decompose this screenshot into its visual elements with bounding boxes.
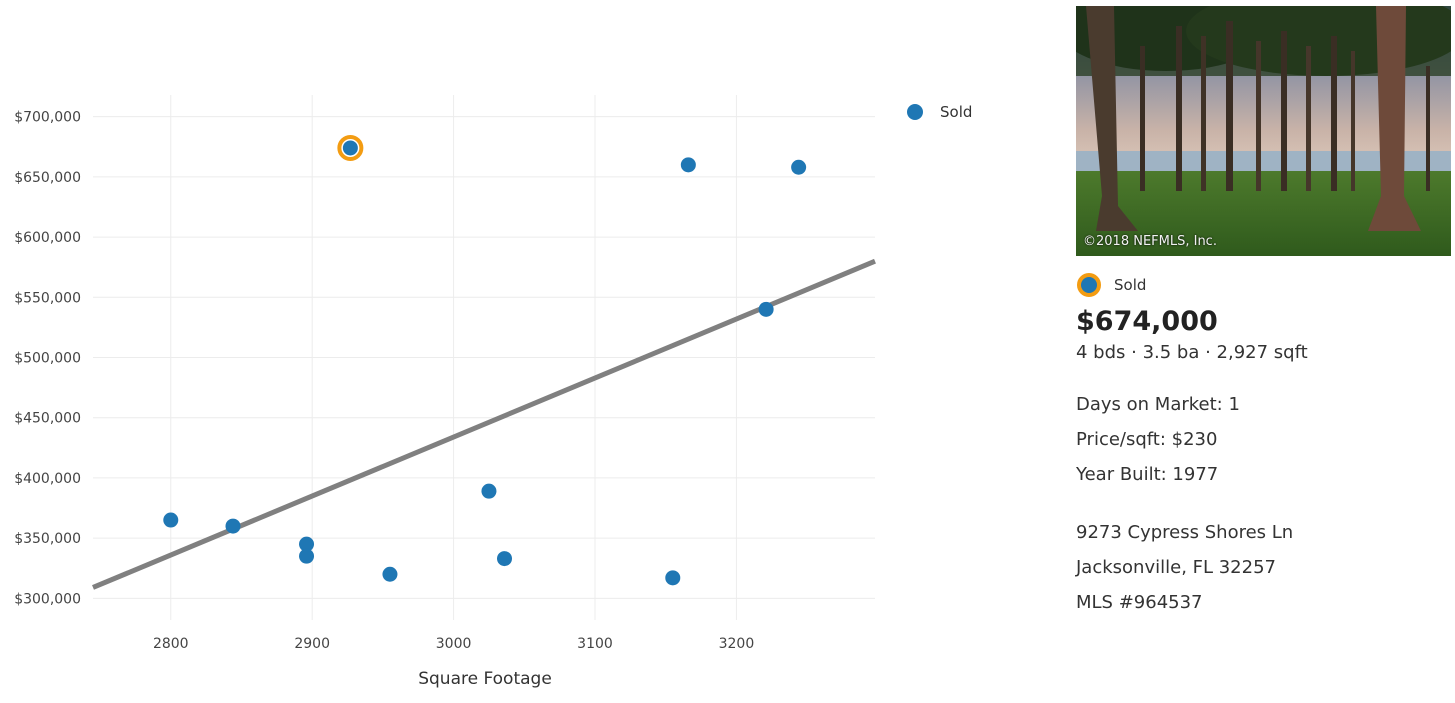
property-photo[interactable]: ©2018 NEFMLS, Inc. — [1076, 6, 1451, 256]
y-tick-label: $400,000 — [14, 471, 81, 487]
data-point[interactable] — [481, 483, 497, 499]
highlight-ring — [337, 134, 364, 161]
x-tick-label: 2900 — [294, 636, 330, 652]
legend[interactable]: Sold — [907, 103, 972, 121]
data-point[interactable] — [225, 518, 241, 534]
x-tick-label: 2800 — [153, 636, 189, 652]
trendline — [92, 258, 876, 590]
data-point-selected[interactable] — [342, 140, 358, 156]
city-state-zip: Jacksonville, FL 32257 — [1076, 557, 1276, 578]
data-point[interactable] — [758, 301, 774, 317]
y-tick-label: $500,000 — [14, 351, 81, 367]
data-point[interactable] — [163, 512, 179, 528]
data-point[interactable] — [299, 548, 315, 564]
data-points — [163, 134, 807, 586]
data-point[interactable] — [665, 570, 681, 586]
y-tick-label: $700,000 — [14, 110, 81, 126]
data-point[interactable] — [497, 551, 513, 567]
days-on-market: Days on Market: 1 — [1076, 394, 1240, 415]
y-tick-label: $600,000 — [14, 230, 81, 246]
x-tick-label: 3000 — [436, 636, 472, 652]
trendline-layer — [92, 258, 876, 590]
listing-price: $674,000 — [1076, 306, 1218, 337]
chart-grid — [93, 95, 875, 620]
legend-label-sold: Sold — [940, 103, 972, 121]
data-point[interactable] — [791, 159, 807, 175]
x-axis: 2800 2900 3000 3100 3200 — [153, 636, 754, 652]
listing-address: 9273 Cypress Shores Ln Jacksonville, FL … — [1076, 515, 1451, 620]
y-tick-label: $300,000 — [14, 591, 81, 607]
data-point[interactable] — [299, 536, 315, 552]
x-axis-title: Square Footage — [418, 669, 552, 689]
x-tick-label: 3100 — [577, 636, 613, 652]
scatter-chart: $300,000 $350,000 $400,000 $450,000 $500,000… — [14, 95, 972, 689]
mls-number: MLS #964537 — [1076, 592, 1203, 613]
photo-credit: ©2018 NEFMLS, Inc. — [1083, 234, 1217, 249]
y-tick-label: $450,000 — [14, 411, 81, 427]
listing-details: Sold $674,000 4 bds · 3.5 ba · 2,927 sqf… — [1076, 270, 1451, 620]
y-tick-label: $350,000 — [14, 531, 81, 547]
x-tick-label: 3200 — [719, 636, 755, 652]
listing-facts: Days on Market: 1 Price/sqft: $230 Year … — [1076, 387, 1451, 492]
price-per-sqft: Price/sqft: $230 — [1076, 429, 1218, 450]
listing-summary: 4 bds · 3.5 ba · 2,927 sqft — [1076, 342, 1308, 363]
data-point[interactable] — [382, 566, 398, 582]
year-built: Year Built: 1977 — [1076, 464, 1219, 485]
y-tick-label: $650,000 — [14, 170, 81, 186]
status-row: Sold — [1076, 270, 1451, 300]
data-point[interactable] — [680, 157, 696, 173]
property-photo-image — [1076, 6, 1451, 256]
status-label: Sold — [1114, 276, 1147, 294]
y-axis: $300,000 $350,000 $400,000 $450,000 $500,000… — [14, 110, 81, 608]
status-marker-icon — [1077, 273, 1101, 297]
legend-marker — [907, 104, 923, 120]
y-tick-label: $550,000 — [14, 290, 81, 306]
street-address: 9273 Cypress Shores Ln — [1076, 522, 1294, 543]
